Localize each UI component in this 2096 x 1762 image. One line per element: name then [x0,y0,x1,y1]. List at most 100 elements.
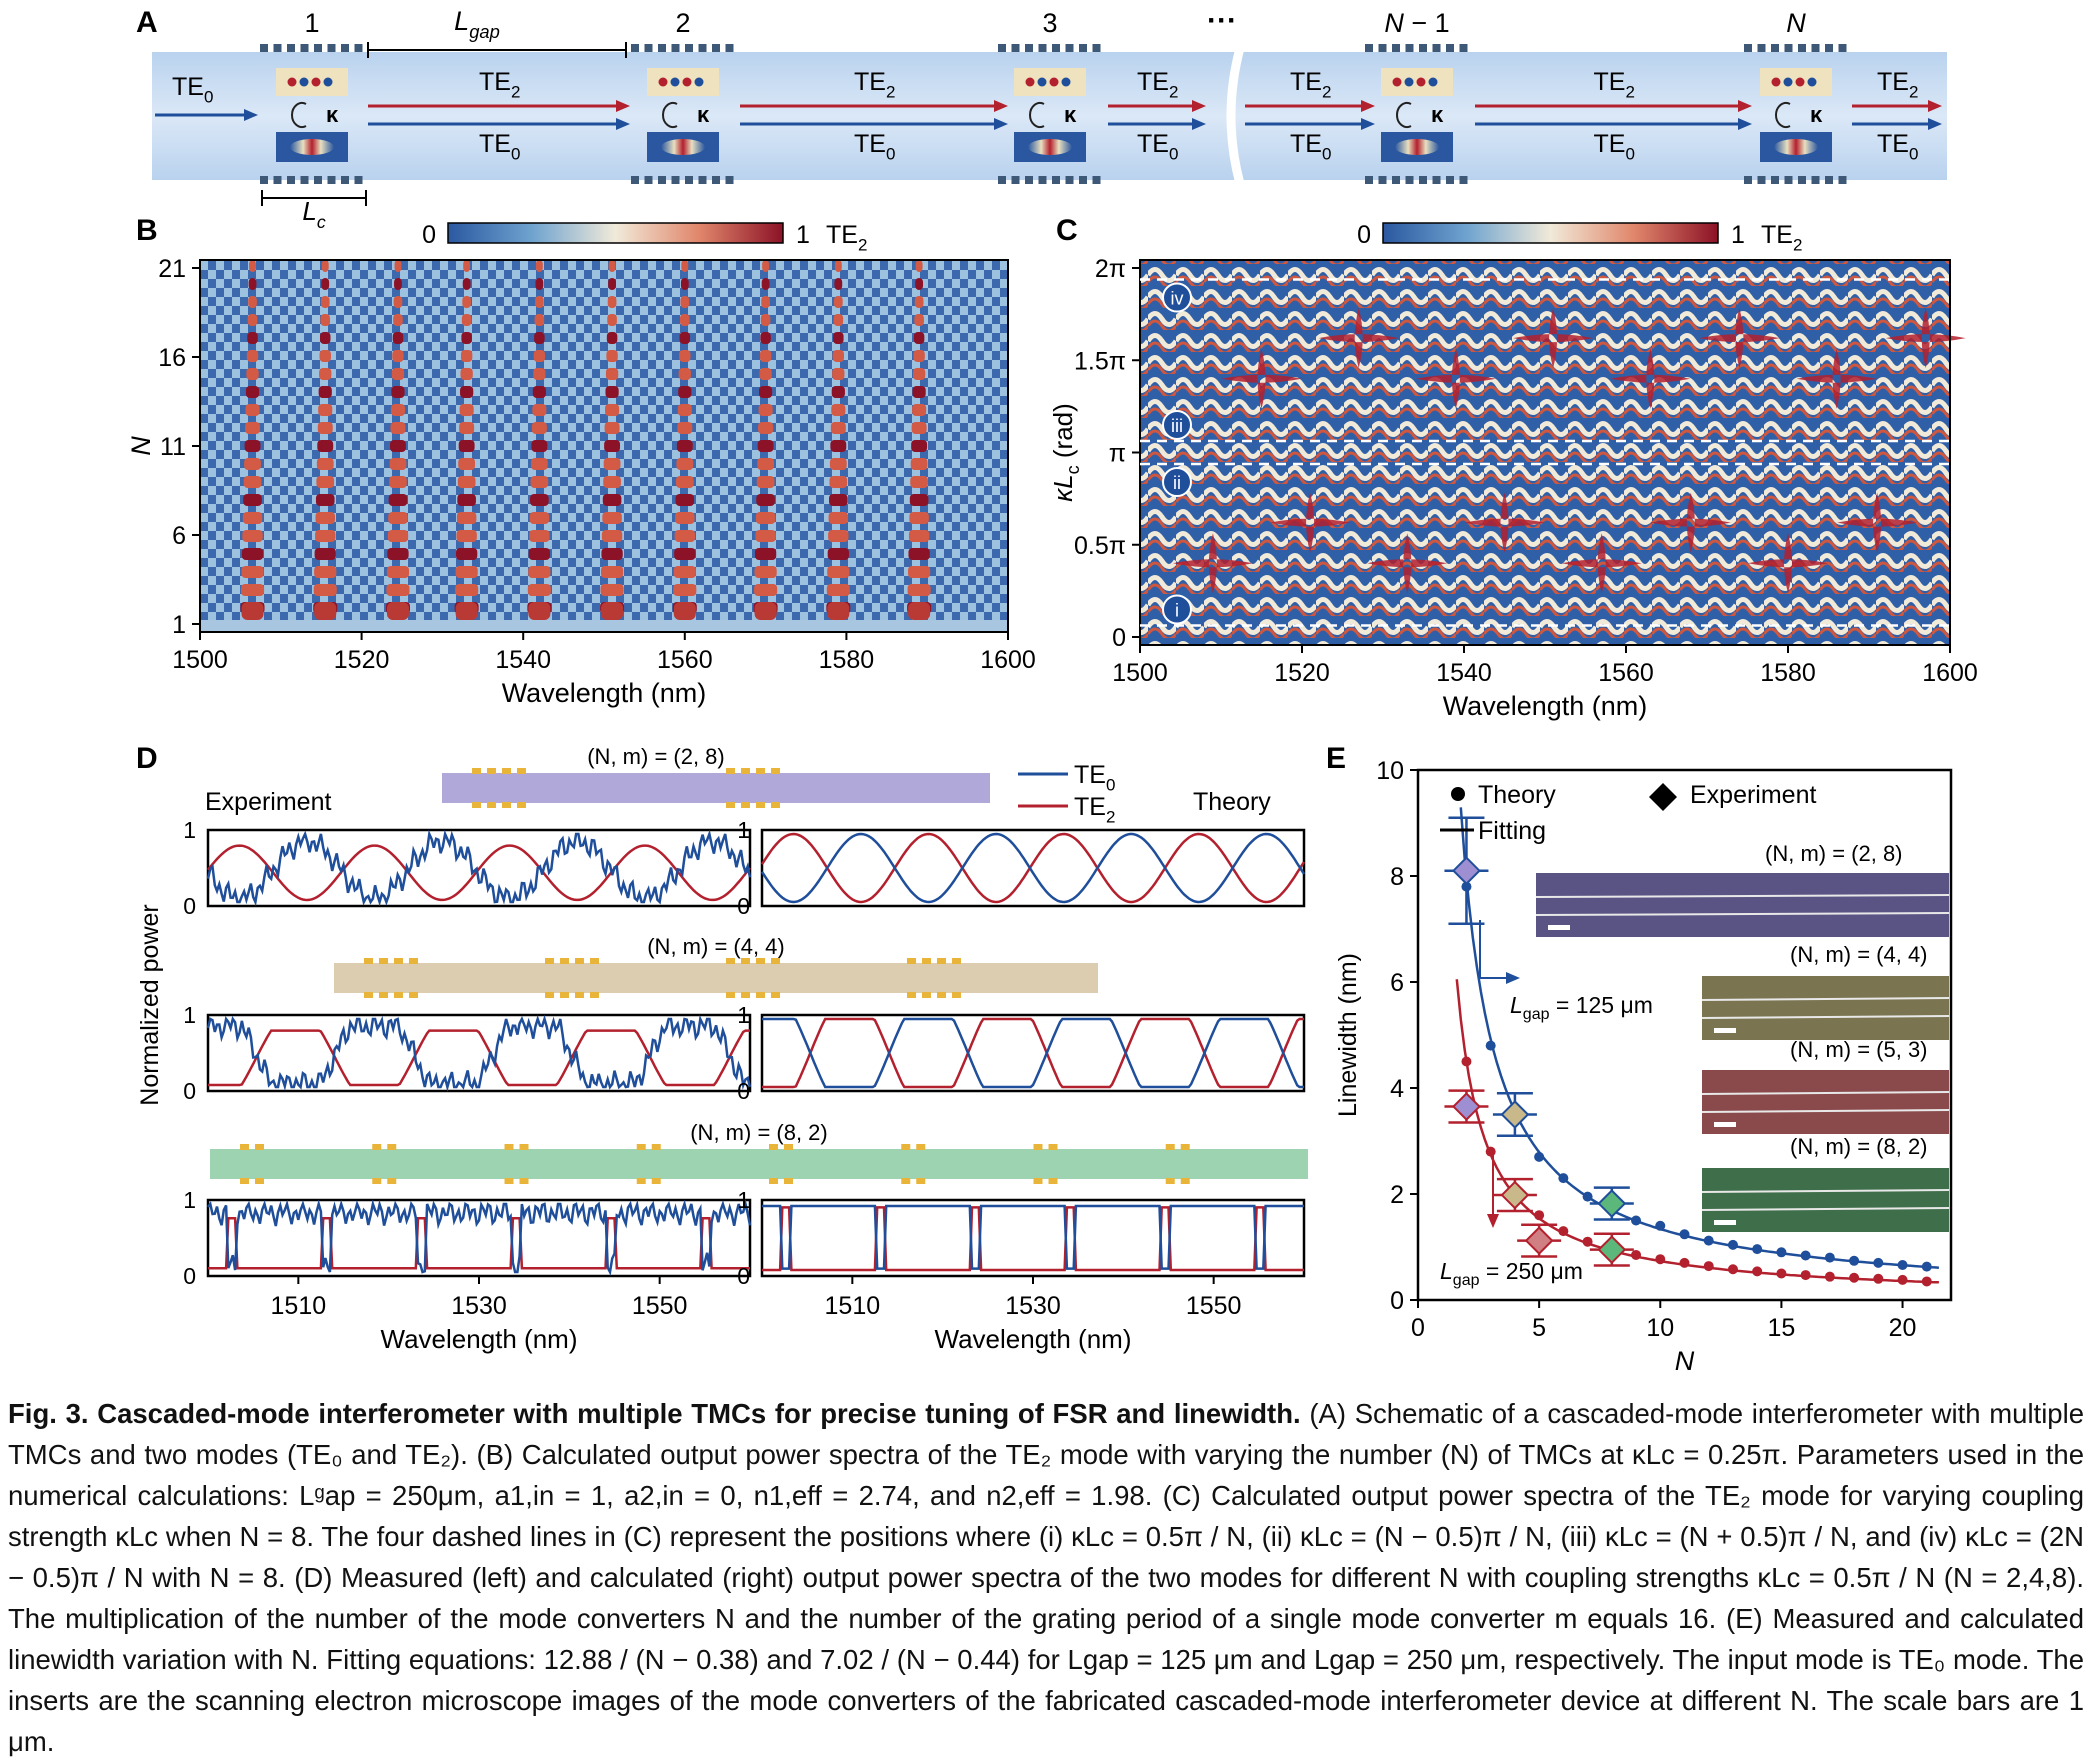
grating-tooth [1052,176,1060,184]
heatmap-peak [242,512,263,524]
caption-fig-label: Fig. 3. [8,1398,89,1429]
grating-tooth [712,176,720,184]
te0-curve [206,829,752,907]
heatmap-peak [245,422,261,434]
x-tick-label: 1600 [1922,659,1978,687]
mode-lobe [1783,77,1793,87]
grating-tooth [314,176,322,184]
heatmap-peak [910,458,928,470]
te2-label: TE2 [1594,68,1635,102]
heatmap-peak [248,278,257,290]
y-tick-label: 0 [737,1078,750,1104]
arrowhead [1928,118,1942,130]
grating-tooth [354,176,363,184]
grating-mark [907,992,916,998]
theory-point [1921,1276,1932,1287]
grating-tooth [1798,44,1806,52]
heatmap-peak [604,422,620,434]
heatmap-peak [829,494,848,506]
heatmap-peak [674,548,696,560]
heatmap-peak [910,476,928,488]
heatmap-peak [455,584,479,596]
heatmap-peak [241,566,264,578]
heatmap-peak [389,476,407,488]
marker-badge [1162,409,1192,440]
x-tick-label: 5 [1532,1314,1546,1342]
heatmap-peak [528,602,551,620]
te2-label: TE2 [479,68,520,102]
heatmap-peak [1415,348,1496,409]
te0-label: TE0 [1290,130,1331,164]
scale-bar [1714,1122,1736,1127]
sem-inset [1702,1168,1949,1232]
y-tick-label: 8 [1390,863,1404,891]
heatmap-peak [907,584,931,596]
heatmap-peak [833,314,844,326]
theory-point [1582,1236,1593,1247]
y-tick-label: 1 [183,817,196,843]
grating-tooth [1459,44,1468,52]
y-axis-label: N [126,436,156,456]
y-tick-label: 6 [172,522,186,550]
grating-tooth [1038,176,1047,184]
arrowhead [1361,100,1375,112]
grating-mark [916,1144,926,1150]
heatmap-peak [833,296,843,308]
heatmap-peak [913,350,925,362]
y-tick-label: 0 [183,893,196,919]
inset-label: (N, m) = (4, 4) [1790,942,1928,967]
theory-point [1534,1210,1545,1221]
y-tick-label: 21 [158,255,186,283]
colorbar [447,222,784,244]
y-tick-label: 2 [1390,1181,1404,1209]
heatmap-peak [386,602,409,620]
grating-mark [387,1144,397,1150]
input-mode-label: TE0 [172,73,213,107]
mode-lobe [682,77,692,87]
grating-mark [901,1144,911,1150]
grating-tooth [273,176,282,184]
heatmap-peak [759,350,772,362]
heatmap-peak [386,566,410,578]
heatmap-peak [320,314,331,326]
grating-mark [771,802,780,808]
heatmap-peak [318,404,333,416]
x-tick-label: 1580 [1760,659,1816,687]
te2-curve [762,1017,1304,1089]
grating-tooth [1811,176,1820,184]
heatmap-peak [754,566,777,578]
grating-tooth [314,44,322,52]
theory-point [1558,1226,1569,1237]
te0-label: TE0 [854,130,895,164]
kappa-label: κ [1810,102,1823,127]
sem-inset [1702,1070,1949,1134]
te0-curve [762,1204,1304,1270]
grating-mark [907,958,916,964]
y-axis-label: κLc (rad) [1048,403,1083,502]
grating-mark [560,958,569,964]
grating-mark [519,1144,529,1150]
heatmap-peak [673,602,696,620]
grating-tooth [725,44,734,52]
grating-tooth [725,176,734,184]
grating-mark [771,992,780,998]
y-tick-label: 1 [172,611,186,639]
experiment-point [1524,1226,1554,1256]
heatmap-b-bottom-row [200,620,1008,632]
mode-lobe [1392,77,1402,87]
heatmap-c [1140,260,1950,645]
mode-lobe [1049,77,1059,87]
heatmap-peak [394,260,402,272]
heatmap-peak [245,404,260,416]
arrowhead [1738,100,1752,112]
grating-tooth [327,44,336,52]
arrowhead [994,100,1008,112]
grating-tooth [1392,44,1400,52]
grating-tooth [671,176,680,184]
arrowhead [244,109,258,121]
colorbar-max: 1 [796,221,810,249]
schematic-panel-a: κ 1 κ 2 κ 3 κ N − 1 κ N ··· Lgap Lc TE0 TE2 TE0 TE2 TE0 T… [152,4,1947,232]
heatmap-peak [245,386,260,398]
grating-mark [519,1178,529,1184]
grating-mark [575,992,584,998]
